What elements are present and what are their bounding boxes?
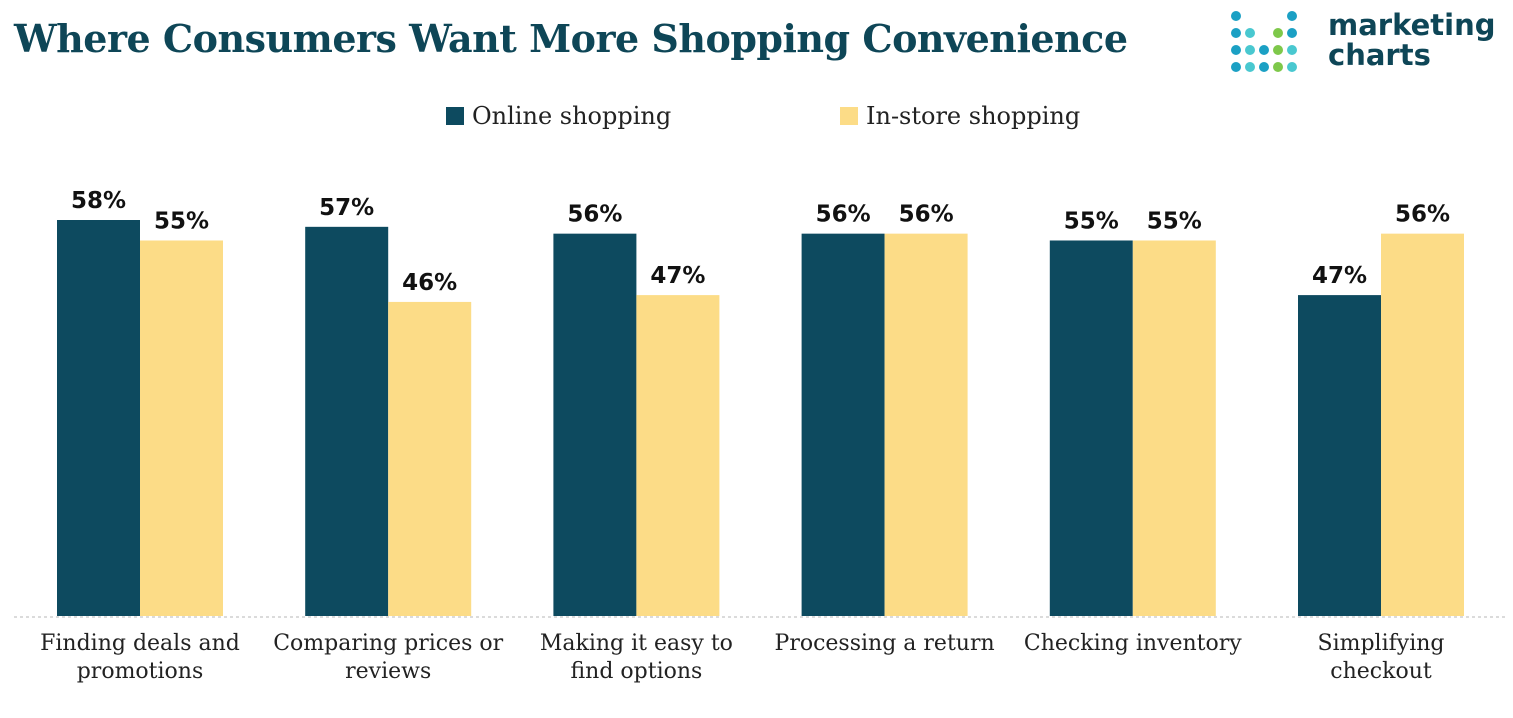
data-label-instore-0: 55%: [154, 208, 209, 234]
bar-instore-5: [1381, 233, 1464, 617]
logo-dot: [1273, 62, 1283, 72]
logo-dots-icon: [1231, 11, 1297, 72]
category-label-1-line-0: Comparing prices or: [273, 631, 503, 656]
bar-online-4: [1049, 240, 1133, 616]
logo-dot: [1287, 28, 1297, 38]
logo-line-2: charts: [1328, 38, 1431, 72]
data-label-instore-1: 46%: [402, 270, 457, 296]
category-label-2-line-0: Making it easy to: [540, 631, 733, 656]
logo-dot: [1259, 45, 1269, 55]
data-label-online-4: 55%: [1064, 208, 1119, 234]
legend-label-online: Online shopping: [472, 102, 672, 130]
legend-label-instore: In-store shopping: [866, 102, 1081, 130]
data-label-online-1: 57%: [319, 195, 374, 221]
bar-online-5: [1298, 295, 1381, 616]
category-label-2-line-1: find options: [570, 659, 702, 684]
logo-dot: [1231, 62, 1241, 72]
category-label-0-line-1: promotions: [77, 659, 204, 684]
logo-line-1: marketing: [1328, 8, 1496, 42]
data-label-instore-5: 56%: [1395, 202, 1450, 228]
legend-item-instore: In-store shopping: [840, 102, 1080, 130]
chart-title: Where Consumers Want More Shopping Conve…: [14, 16, 1128, 61]
logo-dot: [1287, 62, 1297, 72]
category-label-0-line-0: Finding deals and: [40, 631, 240, 656]
category-label-3: Processing a return: [775, 631, 995, 656]
logo-dot: [1231, 28, 1241, 38]
data-label-online-0: 58%: [71, 188, 126, 214]
legend-swatch-online: [446, 107, 464, 125]
logo-dot: [1231, 45, 1241, 55]
data-label-instore-3: 56%: [899, 202, 954, 228]
data-label-online-5: 47%: [1312, 263, 1367, 289]
logo-dot: [1287, 11, 1297, 21]
category-label-4: Checking inventory: [1024, 631, 1242, 656]
bar-online-1: [305, 226, 389, 617]
logo-text: marketing charts: [1328, 10, 1495, 70]
logo-dot: [1273, 28, 1283, 38]
logo-dot: [1245, 62, 1255, 72]
data-label-online-3: 56%: [816, 202, 871, 228]
logo-dot: [1245, 45, 1255, 55]
bar-instore-0: [140, 240, 223, 616]
data-label-online-2: 56%: [567, 202, 622, 228]
logo-dot: [1231, 11, 1241, 21]
legend-swatch-instore: [840, 107, 858, 125]
bar-online-0: [57, 220, 140, 616]
data-label-instore-4: 55%: [1147, 208, 1202, 234]
bar-instore-3: [884, 233, 968, 617]
bar-online-2: [553, 233, 637, 617]
logo-dot: [1287, 45, 1297, 55]
bar-instore-2: [636, 295, 720, 616]
bar-instore-4: [1132, 240, 1216, 616]
bar-online-3: [801, 233, 885, 617]
category-label-5-line-1: checkout: [1330, 659, 1432, 684]
legend-item-online: Online shopping: [446, 102, 671, 130]
bar-instore-1: [388, 301, 472, 616]
logo-dot: [1259, 62, 1269, 72]
logo-dot: [1245, 28, 1255, 38]
chart-legend: Online shopping In-store shopping: [0, 102, 1513, 136]
category-label-5-line-0: Simplifying: [1318, 631, 1445, 656]
data-label-instore-2: 47%: [650, 263, 705, 289]
marketing-charts-logo: marketing charts: [1228, 8, 1508, 80]
logo-dot: [1273, 45, 1283, 55]
category-label-1-line-1: reviews: [345, 659, 431, 684]
